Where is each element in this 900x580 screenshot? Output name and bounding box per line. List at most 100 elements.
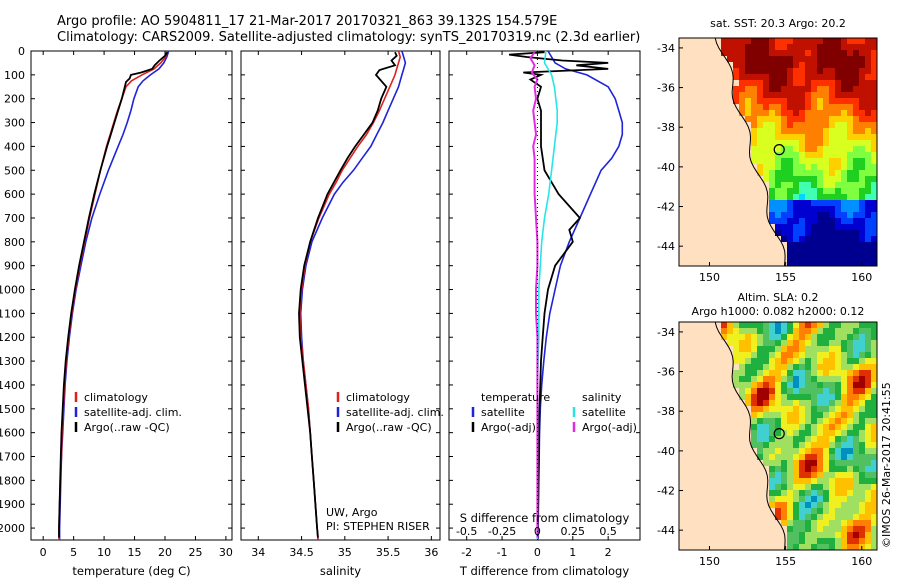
map-cell: [751, 254, 757, 260]
map-cell: [799, 254, 805, 260]
map-cell: [853, 56, 859, 62]
map-cell: [769, 80, 775, 86]
map-cell: [715, 56, 721, 62]
map-cell: [715, 260, 721, 266]
map-cell: [841, 62, 847, 68]
map-cell: [781, 176, 787, 182]
map-cell: [745, 514, 751, 520]
map-cell: [841, 508, 847, 514]
map-cell: [829, 230, 835, 236]
map-cell: [829, 466, 835, 472]
s-diff-tick-label: 0.25: [561, 525, 586, 538]
map-cell: [727, 188, 733, 194]
map-cell: [781, 520, 787, 526]
map-cell: [829, 62, 835, 68]
map-cell: [793, 104, 799, 110]
map-cell: [823, 502, 829, 508]
depth-tick-label: 1200: [0, 331, 25, 344]
map-cell: [703, 382, 709, 388]
map-cell: [823, 352, 829, 358]
map-cell: [715, 194, 721, 200]
map-cell: [727, 442, 733, 448]
map-cell: [805, 502, 811, 508]
map-cell: [757, 236, 763, 242]
map-cell: [769, 230, 775, 236]
map-cell: [799, 140, 805, 146]
map-cell: [775, 496, 781, 502]
map-cell: [721, 430, 727, 436]
map-cell: [727, 224, 733, 230]
map-cell: [733, 92, 739, 98]
depth-tick-label: 1100: [0, 307, 25, 320]
map-cell: [691, 370, 697, 376]
map-cell: [709, 98, 715, 104]
map-cell: [685, 176, 691, 182]
map-cell: [799, 152, 805, 158]
map-cell: [739, 50, 745, 56]
map-cell: [829, 98, 835, 104]
map-cell: [697, 254, 703, 260]
map-cell: [793, 352, 799, 358]
map-cell: [823, 532, 829, 538]
x-axis-label: salinity: [320, 564, 361, 578]
map-cell: [835, 200, 841, 206]
map-cell: [847, 164, 853, 170]
map-cell: [721, 370, 727, 376]
map-cell: [691, 230, 697, 236]
map-cell: [793, 230, 799, 236]
map-cell: [775, 322, 781, 328]
map-cell: [817, 358, 823, 364]
map-cell: [817, 134, 823, 140]
legend-title-salinity: salinity: [582, 391, 622, 404]
map-cell: [865, 376, 871, 382]
map-cell: [799, 400, 805, 406]
map-cell: [847, 382, 853, 388]
map-cell: [859, 526, 865, 532]
map-cell: [769, 206, 775, 212]
map-cell: [853, 200, 859, 206]
legend-item: Argo(-adj): [582, 421, 637, 434]
map-cell: [709, 532, 715, 538]
map-cell: [757, 116, 763, 122]
map-cell: [787, 358, 793, 364]
map-cell: [769, 532, 775, 538]
map-cell: [847, 406, 853, 412]
map-cell: [727, 92, 733, 98]
map-cell: [823, 340, 829, 346]
map-cell: [793, 370, 799, 376]
map-cell: [679, 200, 685, 206]
map-cell: [733, 206, 739, 212]
map-cell: [781, 230, 787, 236]
map-cell: [685, 460, 691, 466]
map-cell: [823, 56, 829, 62]
map-cell: [763, 394, 769, 400]
map-cell: [697, 134, 703, 140]
map-cell: [715, 38, 721, 44]
map-cell: [835, 364, 841, 370]
map-cell: [679, 346, 685, 352]
map-cell: [829, 38, 835, 44]
x-axis-label: temperature (deg C): [72, 564, 190, 578]
map-cell: [871, 364, 877, 370]
map-cell: [781, 322, 787, 328]
map-cell: [865, 110, 871, 116]
map-cell: [859, 448, 865, 454]
map-cell: [871, 418, 877, 424]
map-cell: [697, 472, 703, 478]
map-cell: [775, 418, 781, 424]
map-cell: [691, 56, 697, 62]
map-cell: [721, 490, 727, 496]
map-cell: [781, 158, 787, 164]
map-lon-label: 155: [775, 555, 796, 568]
map-cell: [805, 526, 811, 532]
map-cell: [685, 502, 691, 508]
map-cell: [739, 68, 745, 74]
map-cell: [745, 544, 751, 550]
map-cell: [691, 520, 697, 526]
map-cell: [709, 442, 715, 448]
map-cell: [721, 128, 727, 134]
map-cell: [697, 508, 703, 514]
map-cell: [811, 358, 817, 364]
map-cell: [685, 158, 691, 164]
map-cell: [865, 236, 871, 242]
